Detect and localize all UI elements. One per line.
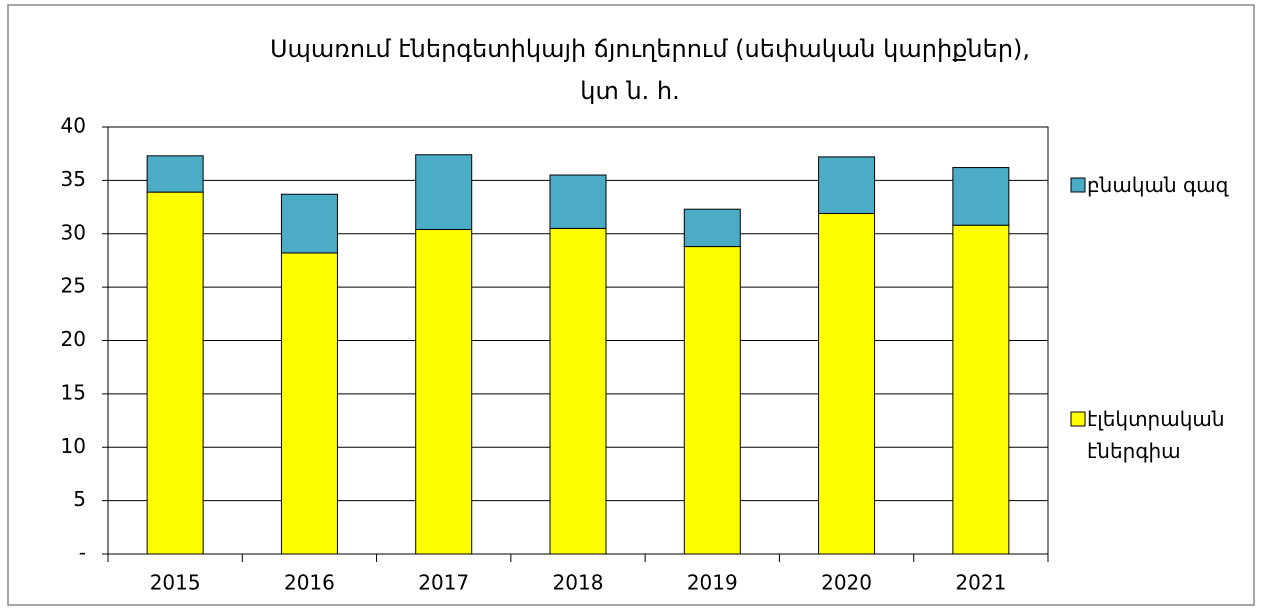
y-tick-label: 35 — [61, 167, 86, 191]
bar-segment — [280, 252, 338, 555]
legend-label: բնական գազ — [1087, 173, 1229, 197]
y-tick-label: 5 — [73, 487, 86, 511]
bar-segment — [818, 156, 876, 214]
bar-segment — [683, 246, 741, 555]
y-tick-label: 20 — [61, 327, 86, 351]
bar-segment — [952, 167, 1010, 226]
bar-segment — [415, 228, 473, 555]
legend-swatch — [1070, 177, 1086, 193]
legend-entry: բնական գազ — [1087, 173, 1229, 197]
bar-segment — [280, 193, 338, 254]
x-tick-label: 2016 — [284, 571, 335, 595]
chart-title: կտ ն. հ. — [580, 77, 680, 105]
x-tick-label: 2019 — [687, 571, 738, 595]
bar-segment — [146, 191, 204, 555]
y-tick-label: 30 — [61, 220, 86, 244]
y-tick-label: - — [79, 541, 86, 565]
x-tick-label: 2021 — [955, 571, 1006, 595]
legend-swatch — [1070, 411, 1086, 427]
y-tick-label: 15 — [61, 380, 86, 404]
x-tick-label: 2020 — [821, 571, 872, 595]
bar-segment — [952, 224, 1010, 555]
bar-segment — [549, 174, 607, 229]
legend-entry: էլեկտրական էներգիա — [1087, 407, 1225, 463]
x-tick-label: 2015 — [150, 571, 201, 595]
y-tick-label: 40 — [61, 114, 86, 138]
bar-segment — [683, 208, 741, 248]
bar-segment — [818, 212, 876, 555]
bar-segment — [146, 155, 204, 193]
chart-title: Սպառում էներգետիկայի ճյուղերում (սեփական… — [270, 35, 1030, 63]
bar-segment — [549, 227, 607, 555]
bar-segment — [415, 154, 473, 230]
y-tick-label: 10 — [61, 434, 86, 458]
y-tick-label: 25 — [61, 274, 86, 298]
x-tick-label: 2017 — [418, 571, 469, 595]
x-tick-label: 2018 — [553, 571, 604, 595]
legend-label: էլեկտրական էներգիա — [1087, 407, 1225, 463]
